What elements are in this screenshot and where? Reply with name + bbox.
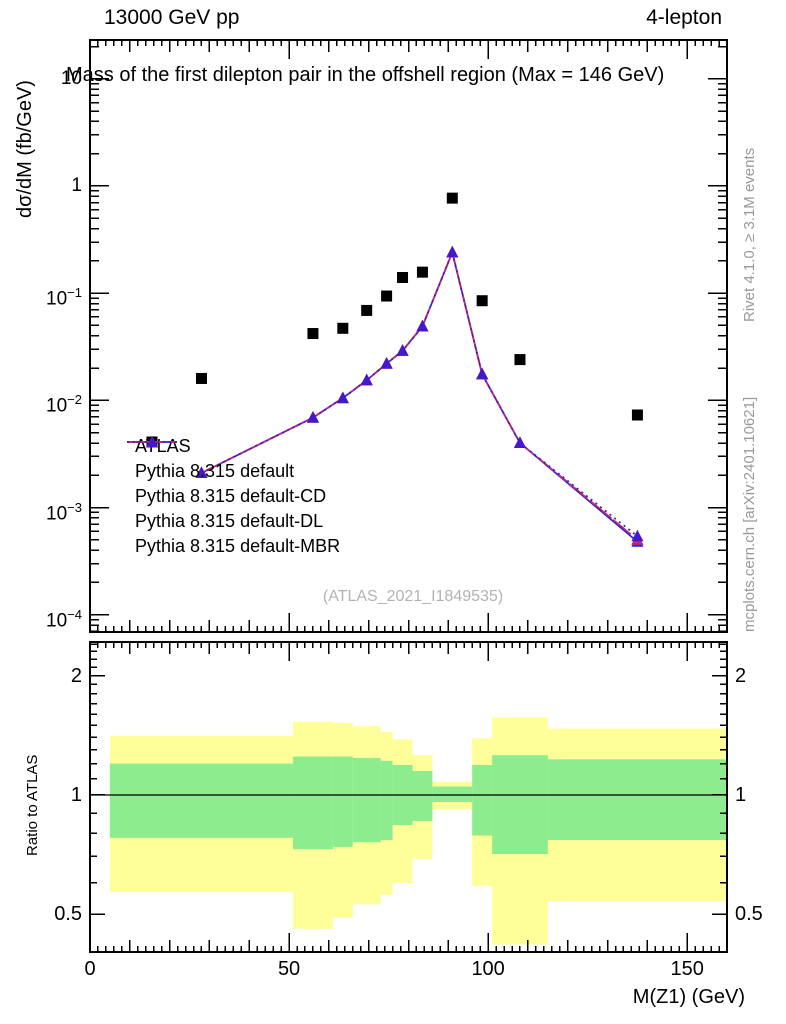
legend-label: Pythia 8.315 default-CD xyxy=(135,486,327,506)
ratio-y-tick-label-left: 2 xyxy=(70,664,82,687)
analysis-id-watermark: (ATLAS_2021_I1849535) xyxy=(322,588,504,605)
main-y-tick-label: 10−4 xyxy=(46,606,82,632)
ratio-y-tick-label-left: 1 xyxy=(70,783,82,806)
main-y-tick-label: 10−3 xyxy=(46,499,82,524)
ratio-y-axis-title: Ratio to ATLAS xyxy=(24,754,41,856)
main-y-tick-label: 10 xyxy=(60,67,82,89)
main-y-tick-label: 1 xyxy=(71,174,82,196)
x-axis-title: M(Z1) (GeV) xyxy=(632,986,745,1008)
x-tick-label: 150 xyxy=(670,958,704,980)
ratio-y-tick-label-left: 0.5 xyxy=(54,903,82,926)
y-axis-title: dσ/dM (fb/GeV) xyxy=(14,80,36,218)
legend-label: Pythia 8.315 default-DL xyxy=(135,511,324,531)
legend-item: Pythia 8.315 default-MBR xyxy=(126,436,341,559)
ratio-y-tick-label-right: 1 xyxy=(735,783,747,806)
main-y-tick-label: 10−1 xyxy=(46,285,82,310)
x-tick-label: 0 xyxy=(84,958,96,980)
x-tick-label: 50 xyxy=(277,958,301,980)
x-tick-label: 100 xyxy=(471,958,505,980)
beam-energy-label: 13000 GeV pp xyxy=(104,6,240,29)
rivet-version-note: Rivet 4.1.0, ≥ 3.1M events xyxy=(741,147,758,322)
ratio-y-tick-label-right: 2 xyxy=(735,664,747,687)
mcplots-arxiv-note: mcplots.cern.ch [arXiv:2401.10621] xyxy=(741,396,758,632)
legend-item: Pythia 8.315 default-DL xyxy=(126,436,340,534)
legend: ATLAS Pythia 8.315 default Pythia 8.315 de… xyxy=(126,434,340,559)
ratio-y-tick-label-right: 0.5 xyxy=(735,903,763,926)
legend-item: Pythia 8.315 default-CD xyxy=(126,436,340,509)
legend-label: Pythia 8.315 default xyxy=(135,461,295,481)
analysis-group-label: 4-lepton xyxy=(646,6,722,29)
triangle-marker-icon xyxy=(127,436,177,448)
main-y-tick-label: 10−2 xyxy=(46,392,82,417)
legend-item: Pythia 8.315 default xyxy=(126,436,340,484)
plot-title: Mass of the first dilepton pair in the o… xyxy=(66,64,665,86)
legend-label: Pythia 8.315 default-MBR xyxy=(135,536,341,556)
